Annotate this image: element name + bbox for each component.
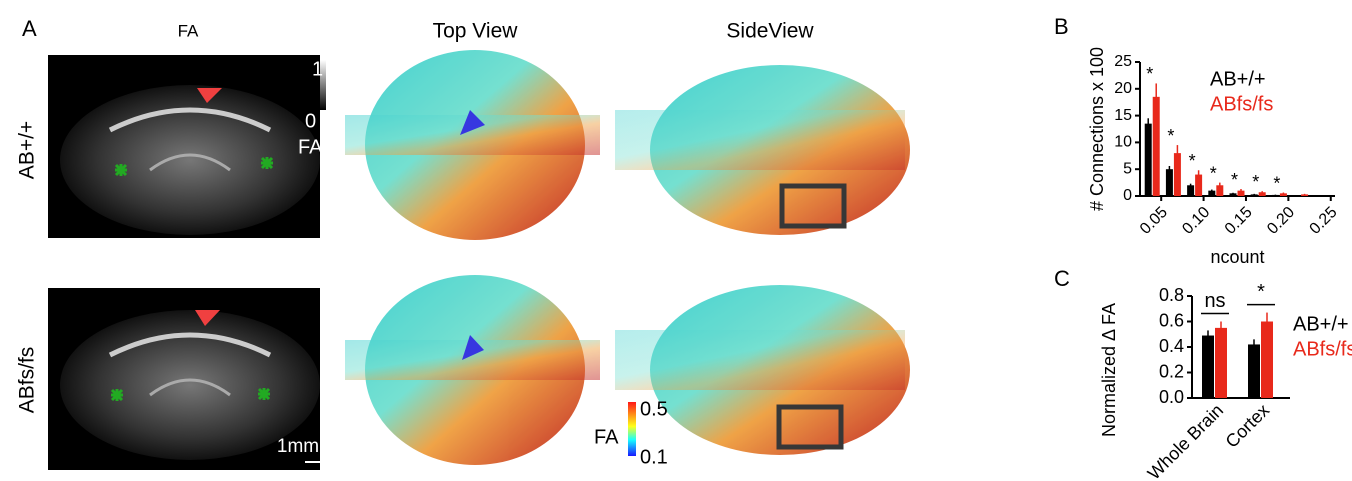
- colorbar-label: 0.1: [640, 446, 668, 468]
- x-tick-label: Whole Brain: [1144, 400, 1227, 481]
- bar: [1166, 169, 1173, 196]
- row-title: ABfs/fs: [16, 347, 39, 414]
- x-tick-label: Cortex: [1222, 400, 1274, 452]
- x-axis-title: ncount: [1210, 247, 1264, 267]
- row-title: AB+/+: [16, 121, 39, 179]
- legend-label: ABfs/fs: [1210, 93, 1273, 115]
- bar: [1261, 322, 1273, 399]
- bar: [1153, 97, 1160, 196]
- tract-image: [345, 50, 910, 465]
- panel-label: C: [1054, 266, 1070, 291]
- legend-label: ABfs/fs: [1293, 338, 1352, 360]
- y-axis-title: Normalized Δ FA: [1099, 303, 1119, 437]
- x-tick-label: 0.25: [1307, 204, 1341, 238]
- significance-label: *: [1167, 126, 1174, 146]
- significance-label: *: [1273, 173, 1280, 193]
- significance-label: *: [1189, 151, 1196, 171]
- y-tick-label: 10: [1114, 134, 1132, 151]
- panel-label: A: [22, 16, 37, 41]
- figure: A B C FA Top View SideView AB+/+ ABfs/fs…: [0, 0, 1352, 481]
- panel-label: B: [1054, 14, 1069, 39]
- y-tick-label: 0.0: [1159, 387, 1184, 407]
- bar: [1202, 336, 1214, 398]
- significance-label: *: [1252, 172, 1259, 192]
- bar: [1145, 124, 1152, 196]
- y-tick-label: 25: [1114, 53, 1132, 70]
- y-tick-label: 15: [1114, 107, 1132, 124]
- colorbar-label: FA: [298, 136, 323, 158]
- colorbar-label: 1: [312, 58, 323, 80]
- y-tick-label: 5: [1123, 160, 1132, 177]
- y-tick-label: 0.6: [1159, 310, 1184, 330]
- colorbar-label: FA: [594, 426, 619, 448]
- x-tick-label: 0.10: [1179, 204, 1213, 238]
- scale-bar-label: 1mm: [277, 436, 319, 457]
- x-tick-label: 0.15: [1222, 204, 1256, 238]
- x-tick-label: 0.20: [1264, 204, 1298, 238]
- y-axis-title: # Connections x 100: [1087, 47, 1107, 211]
- legend-label: AB+/+: [1293, 313, 1349, 335]
- column-title: Top View: [433, 20, 519, 43]
- column-title: FA: [178, 21, 199, 40]
- colorbar-label: 0: [305, 110, 316, 132]
- fa-image: [48, 55, 326, 238]
- significance-label: ns: [1204, 290, 1225, 312]
- bar: [1215, 328, 1227, 398]
- significance-label: *: [1257, 281, 1265, 303]
- bar: [1248, 344, 1260, 398]
- significance-label: *: [1231, 170, 1238, 190]
- y-tick-label: 0.4: [1159, 336, 1184, 356]
- y-tick-label: 0.2: [1159, 361, 1184, 381]
- y-tick-label: 0: [1123, 187, 1132, 204]
- significance-label: *: [1210, 163, 1217, 183]
- y-tick-label: 20: [1114, 80, 1132, 97]
- colorbar-label: 0.5: [640, 398, 668, 420]
- legend-label: AB+/+: [1210, 68, 1266, 90]
- y-tick-label: 0.8: [1159, 285, 1184, 305]
- column-title: SideView: [726, 20, 814, 43]
- x-tick-label: 0.05: [1137, 204, 1171, 238]
- significance-label: *: [1146, 64, 1153, 84]
